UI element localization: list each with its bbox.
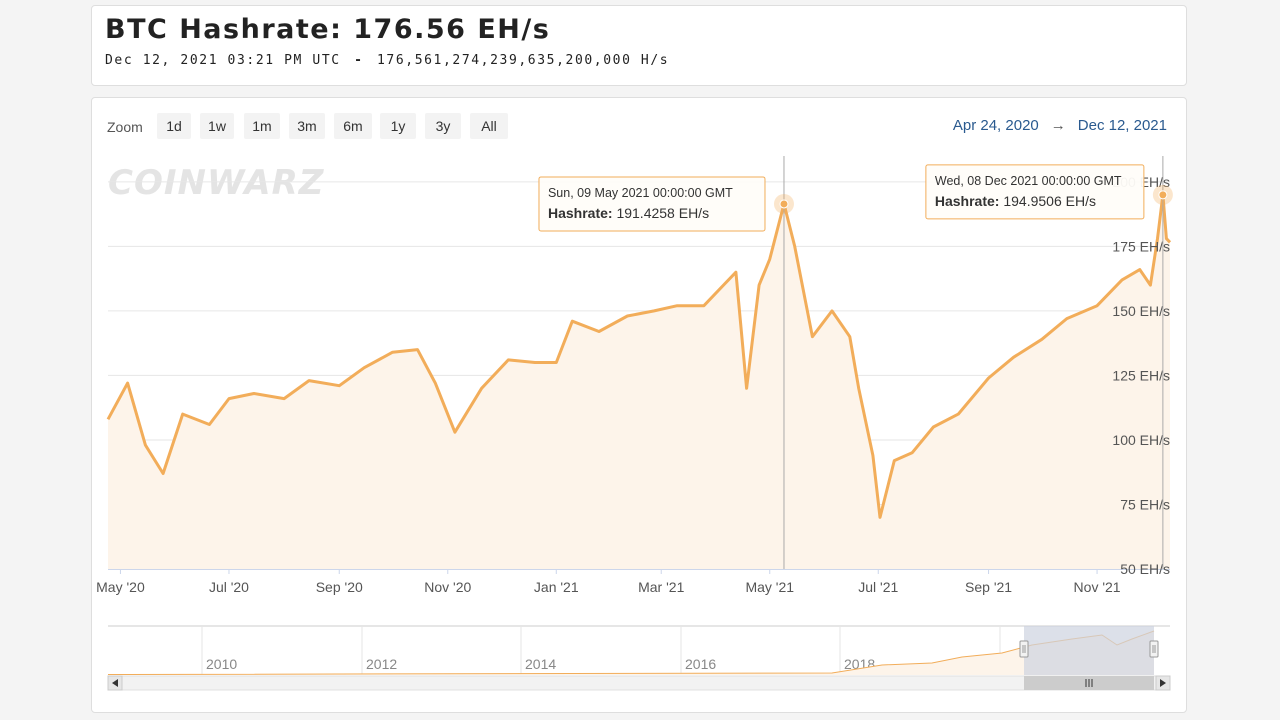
tooltip-number: 194.9506 EH/s: [999, 193, 1096, 209]
navigator-year-label: 2016: [685, 656, 716, 672]
zoom-button-3m[interactable]: 3m: [289, 113, 325, 139]
y-tick-label: 100 EH/s: [1112, 432, 1170, 448]
x-tick-label: Nov '20: [424, 579, 471, 595]
range-from[interactable]: Apr 24, 2020: [952, 117, 1039, 134]
x-tick-label: May '20: [96, 579, 145, 595]
navigator-year-label: 2010: [206, 656, 237, 672]
x-tick-label: Mar '21: [638, 579, 684, 595]
scrollbar-track: [107, 675, 1171, 691]
x-tick-label: Jan '21: [534, 579, 579, 595]
x-tick-label: Nov '21: [1074, 579, 1121, 595]
x-tick-label: Jul '21: [858, 579, 898, 595]
subtitle-separator: -: [354, 53, 364, 68]
header-card: BTC Hashrate: 176.56 EH/s Dec 12, 2021 0…: [91, 5, 1187, 86]
hashrate-chart[interactable]: COINWARZ May '20 Jul '20 Sep '20 Nov '20 Jan…: [92, 98, 1186, 712]
tooltip-date: Wed, 08 Dec 2021 00:00:00 GMT: [935, 174, 1122, 188]
zoom-label: Zoom: [107, 119, 143, 135]
tooltip-value: Hashrate: 194.9506 EH/s: [935, 193, 1096, 209]
zoom-button-6m[interactable]: 6m: [334, 113, 372, 139]
y-tick-label: 175 EH/s: [1112, 238, 1170, 254]
zoom-button-all[interactable]: All: [470, 113, 508, 139]
timestamp: Dec 12, 2021 03:21 PM UTC: [105, 53, 341, 68]
navigator-selection: [1024, 626, 1154, 675]
date-range: Apr 24, 2020 → Dec 12, 2021: [953, 117, 1167, 134]
navigator-year-label: 2014: [525, 656, 556, 672]
raw-hashrate: 176,561,274,239,635,200,000 H/s: [376, 53, 670, 68]
y-tick-label: 125 EH/s: [1112, 367, 1170, 383]
subtitle: Dec 12, 2021 03:21 PM UTC - 176,561,274,…: [105, 53, 669, 68]
navigator-handle-right: [1149, 640, 1159, 658]
x-tick-label: Sep '20: [316, 579, 363, 595]
range-to[interactable]: Dec 12, 2021: [1077, 117, 1167, 134]
zoom-button-1w[interactable]: 1w: [200, 113, 234, 139]
x-tick-label: Sep '21: [965, 579, 1012, 595]
range-arrow-icon: →: [1050, 117, 1066, 134]
zoom-button-1y[interactable]: 1y: [380, 113, 416, 139]
x-tick-label: Jul '20: [209, 579, 249, 595]
zoom-button-1d[interactable]: 1d: [157, 113, 191, 139]
tooltip-label: Hashrate:: [548, 205, 613, 221]
tooltip: [925, 164, 1145, 220]
zoom-button-1m[interactable]: 1m: [244, 113, 280, 139]
arrow-right-icon: [1160, 679, 1166, 687]
y-tick-label: 50 EH/s: [1120, 561, 1170, 577]
point-marker: [1158, 190, 1168, 200]
arrow-left-icon: [112, 679, 118, 687]
tooltip-label: Hashrate:: [935, 193, 1000, 209]
tooltip-date: Sun, 09 May 2021 00:00:00 GMT: [548, 186, 733, 200]
page-title: BTC Hashrate: 176.56 EH/s: [105, 14, 551, 45]
point-marker: [779, 199, 789, 209]
y-tick-label: 75 EH/s: [1120, 496, 1170, 512]
navigator-handle-left: [1019, 640, 1029, 658]
hashrate-area: [108, 194, 1170, 570]
y-tick-label: 150 EH/s: [1112, 303, 1170, 319]
tooltip-value: Hashrate: 191.4258 EH/s: [548, 205, 709, 221]
x-tick-label: May '21: [745, 579, 794, 595]
navigator-year-label: 2012: [366, 656, 397, 672]
zoom-button-3y[interactable]: 3y: [425, 113, 461, 139]
hashrate-line: [106, 193, 1172, 519]
chart-card: Zoom 1d 1w 1m 3m 6m 1y 3y All Apr 24, 20…: [91, 97, 1187, 713]
tooltip-number: 191.4258 EH/s: [613, 205, 710, 221]
coinwarz-watermark: COINWARZ: [108, 163, 325, 203]
tooltip: [538, 176, 766, 232]
